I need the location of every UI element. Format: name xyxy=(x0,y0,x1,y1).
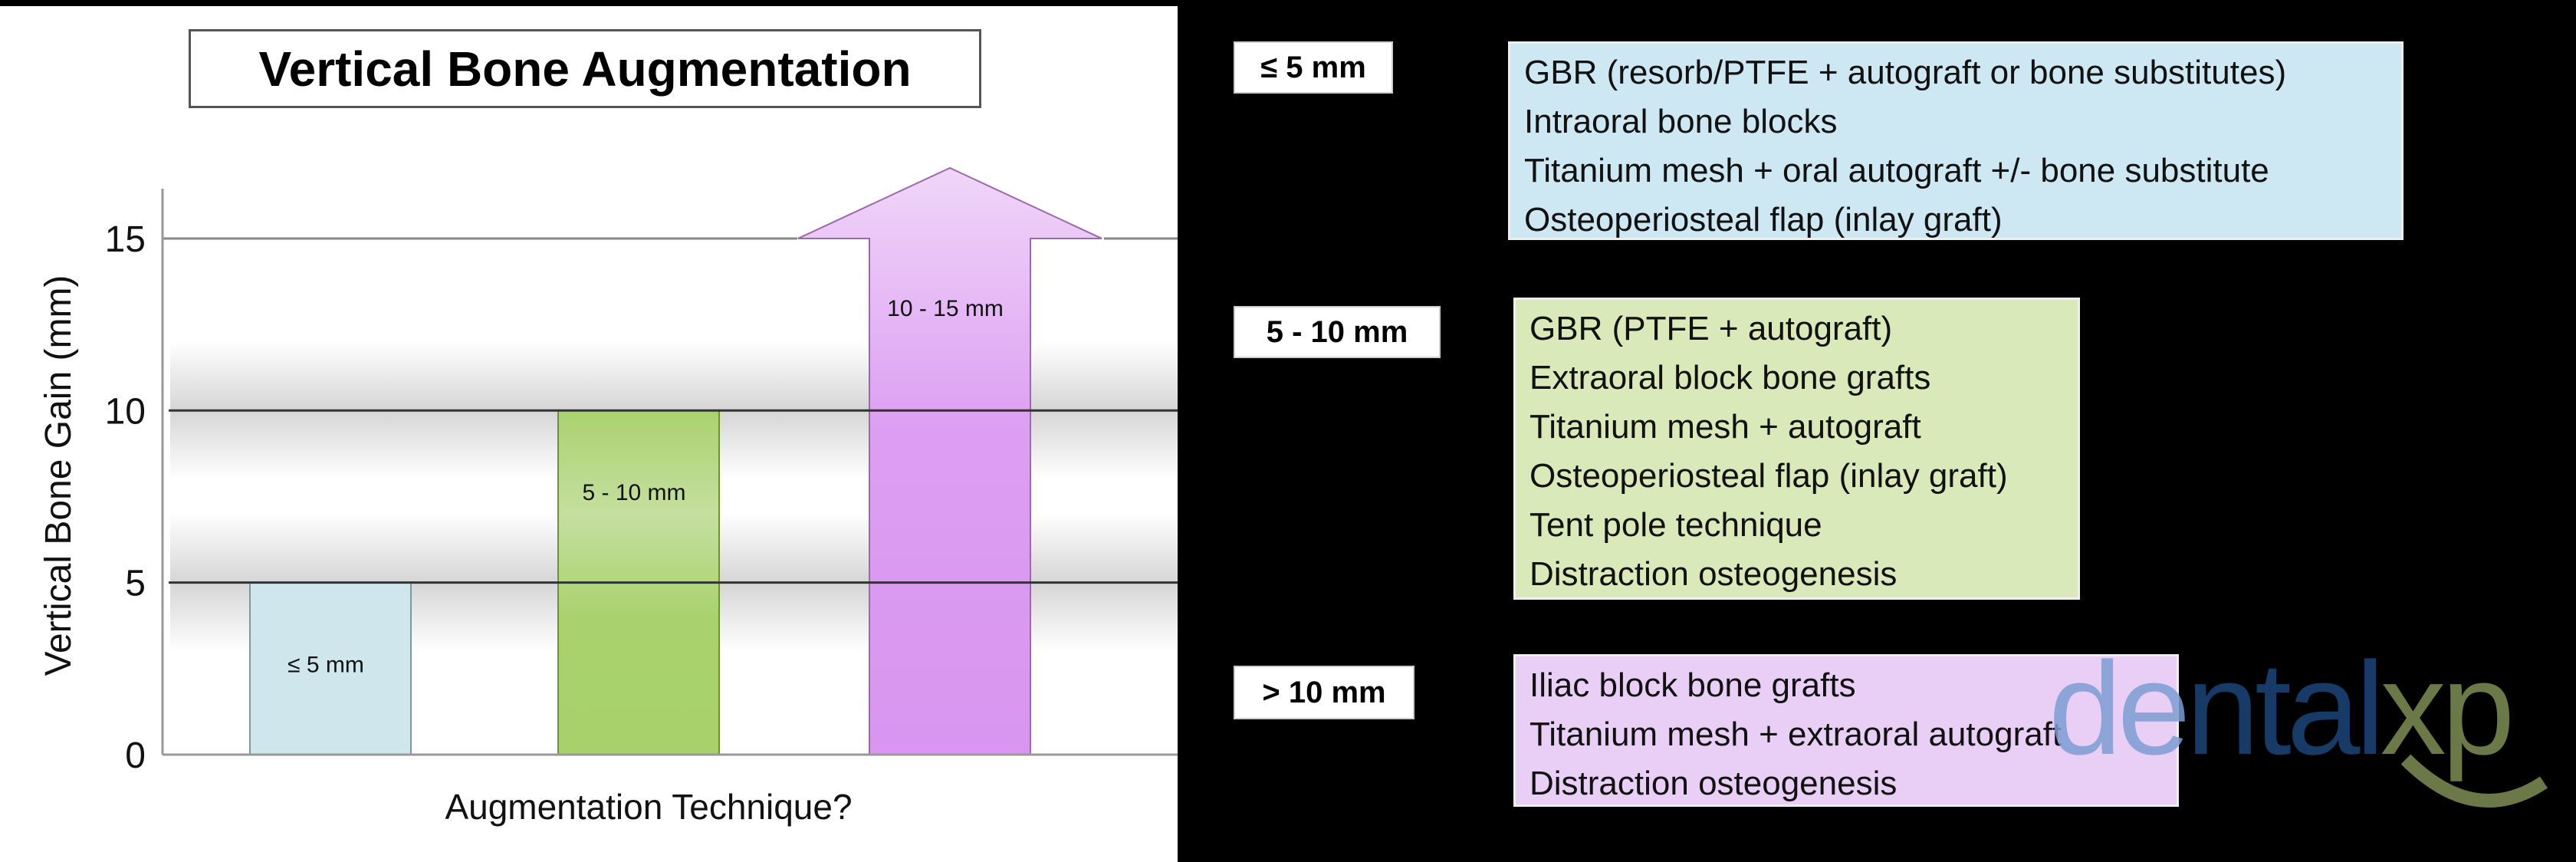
technique-item: Distraction osteogenesis xyxy=(1530,555,1898,593)
technique-item: Titanium mesh + autograft xyxy=(1530,408,1921,446)
dentalxp-logo: dentalxp xyxy=(2049,635,2548,808)
technique-box: GBR (PTFE + autograft) Extraoral block bo… xyxy=(1513,298,2080,600)
technique-item: Titanium mesh + extraoral autograft xyxy=(1530,716,2062,753)
technique-item: Osteoperiosteal flap (inlay graft) xyxy=(1530,457,2008,495)
range-label: > 10 mm xyxy=(1234,666,1414,719)
svg-text:dentalxp: dentalxp xyxy=(2049,635,2510,782)
bar-chart: ≤ 5 mm 5 - 10 mm 10 - 15 mm 0 5 10 15 Vertica… xyxy=(38,166,1178,827)
technique-item: GBR (resorb/PTFE + autograft or bone sub… xyxy=(1524,54,2287,91)
bar-label: 5 - 10 mm xyxy=(582,480,685,505)
y-tick-label: 5 xyxy=(125,564,146,604)
bar-arrow xyxy=(797,166,1102,755)
bar-label: 10 - 15 mm xyxy=(887,296,1004,321)
range-label: ≤ 5 mm xyxy=(1234,41,1393,94)
y-tick-label: 15 xyxy=(105,219,146,260)
y-tick-label: 10 xyxy=(105,391,146,432)
technique-item: Tent pole technique xyxy=(1530,506,1822,544)
technique-box: GBR (resorb/PTFE + autograft or bone sub… xyxy=(1508,41,2404,240)
range-label: 5 - 10 mm xyxy=(1234,306,1441,358)
technique-item: Osteoperiosteal flap (inlay graft) xyxy=(1524,201,2003,239)
y-axis-label: Vertical Bone Gain (mm) xyxy=(38,275,79,676)
technique-item: Iliac block bone grafts xyxy=(1530,666,1856,704)
technique-item: Titanium mesh + oral autograft +/- bone … xyxy=(1524,152,2269,189)
bar-label: ≤ 5 mm xyxy=(288,652,364,677)
technique-item: GBR (PTFE + autograft) xyxy=(1530,310,1893,347)
technique-item: Intraoral bone blocks xyxy=(1524,103,1838,140)
technique-item: Distraction osteogenesis xyxy=(1530,765,1898,802)
technique-box: Iliac block bone grafts Titanium mesh + e… xyxy=(1513,654,2179,807)
chart-title: Vertical Bone Augmentation xyxy=(189,29,981,108)
chart-panel: ≤ 5 mm 5 - 10 mm 10 - 15 mm 0 5 10 15 Vertica… xyxy=(0,6,1178,862)
y-tick-label: 0 xyxy=(125,735,146,776)
x-axis-label: Augmentation Technique? xyxy=(445,787,852,827)
technique-item: Extraoral block bone grafts xyxy=(1530,359,1931,396)
